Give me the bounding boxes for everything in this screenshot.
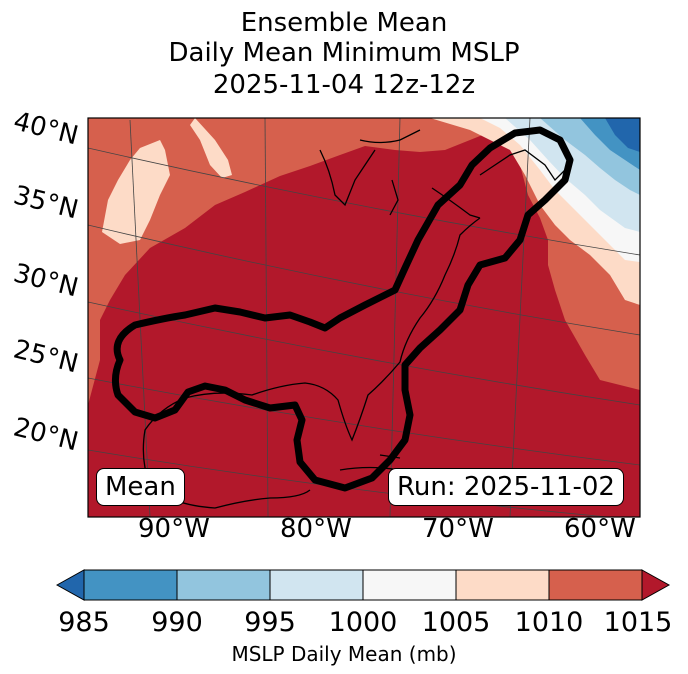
pressure-region-1000-1005 xyxy=(480,118,640,262)
pressure-field xyxy=(88,118,640,517)
colorbar-tick-1000: 1000 xyxy=(328,607,398,638)
lon-label-60w: 60°W xyxy=(564,514,636,544)
mean-label: Mean xyxy=(96,468,185,506)
colorbar-over xyxy=(641,569,671,601)
colorbar xyxy=(55,569,671,601)
lon-label-70w: 70°W xyxy=(422,514,494,544)
colorbar-label: MSLP Daily Mean (mb) xyxy=(231,642,457,666)
colorbar-bin-1010-1015 xyxy=(548,569,643,601)
pressure-region-1005-1010-nw xyxy=(102,140,170,244)
pressure-region-gt1015 xyxy=(88,130,640,517)
colorbar-tick-1005: 1005 xyxy=(421,607,491,638)
colorbar-bin-1000-1005 xyxy=(362,569,457,601)
title-line-2: Daily Mean Minimum MSLP xyxy=(168,38,520,68)
colorbar-bin-995-1000 xyxy=(269,569,364,601)
map-frame xyxy=(87,117,641,518)
pressure-region-1005-1010-n xyxy=(190,118,232,178)
colorbar-tick-1015: 1015 xyxy=(603,607,673,638)
lon-label-90w: 90°W xyxy=(138,514,210,544)
colorbar-tick-995: 995 xyxy=(244,607,296,638)
colorbar-tick-985: 985 xyxy=(58,607,110,638)
threshold-contour xyxy=(111,126,574,492)
colorbar-tick-1010: 1010 xyxy=(514,607,584,638)
lon-label-80w: 80°W xyxy=(280,514,352,544)
run-date-label: Run: 2025-11-02 xyxy=(388,468,624,506)
colorbar-bin-1005-1010 xyxy=(455,569,550,601)
title-line-3: 2025-11-04 12z-12z xyxy=(212,70,476,100)
colorbar-under xyxy=(55,569,85,601)
colorbar-bin-985-990 xyxy=(83,569,178,601)
colorbar-bin-990-995 xyxy=(176,569,271,601)
title-line-1: Ensemble Mean xyxy=(240,8,448,38)
colorbar-tick-990: 990 xyxy=(151,607,203,638)
pressure-region-lt985 xyxy=(605,118,640,152)
